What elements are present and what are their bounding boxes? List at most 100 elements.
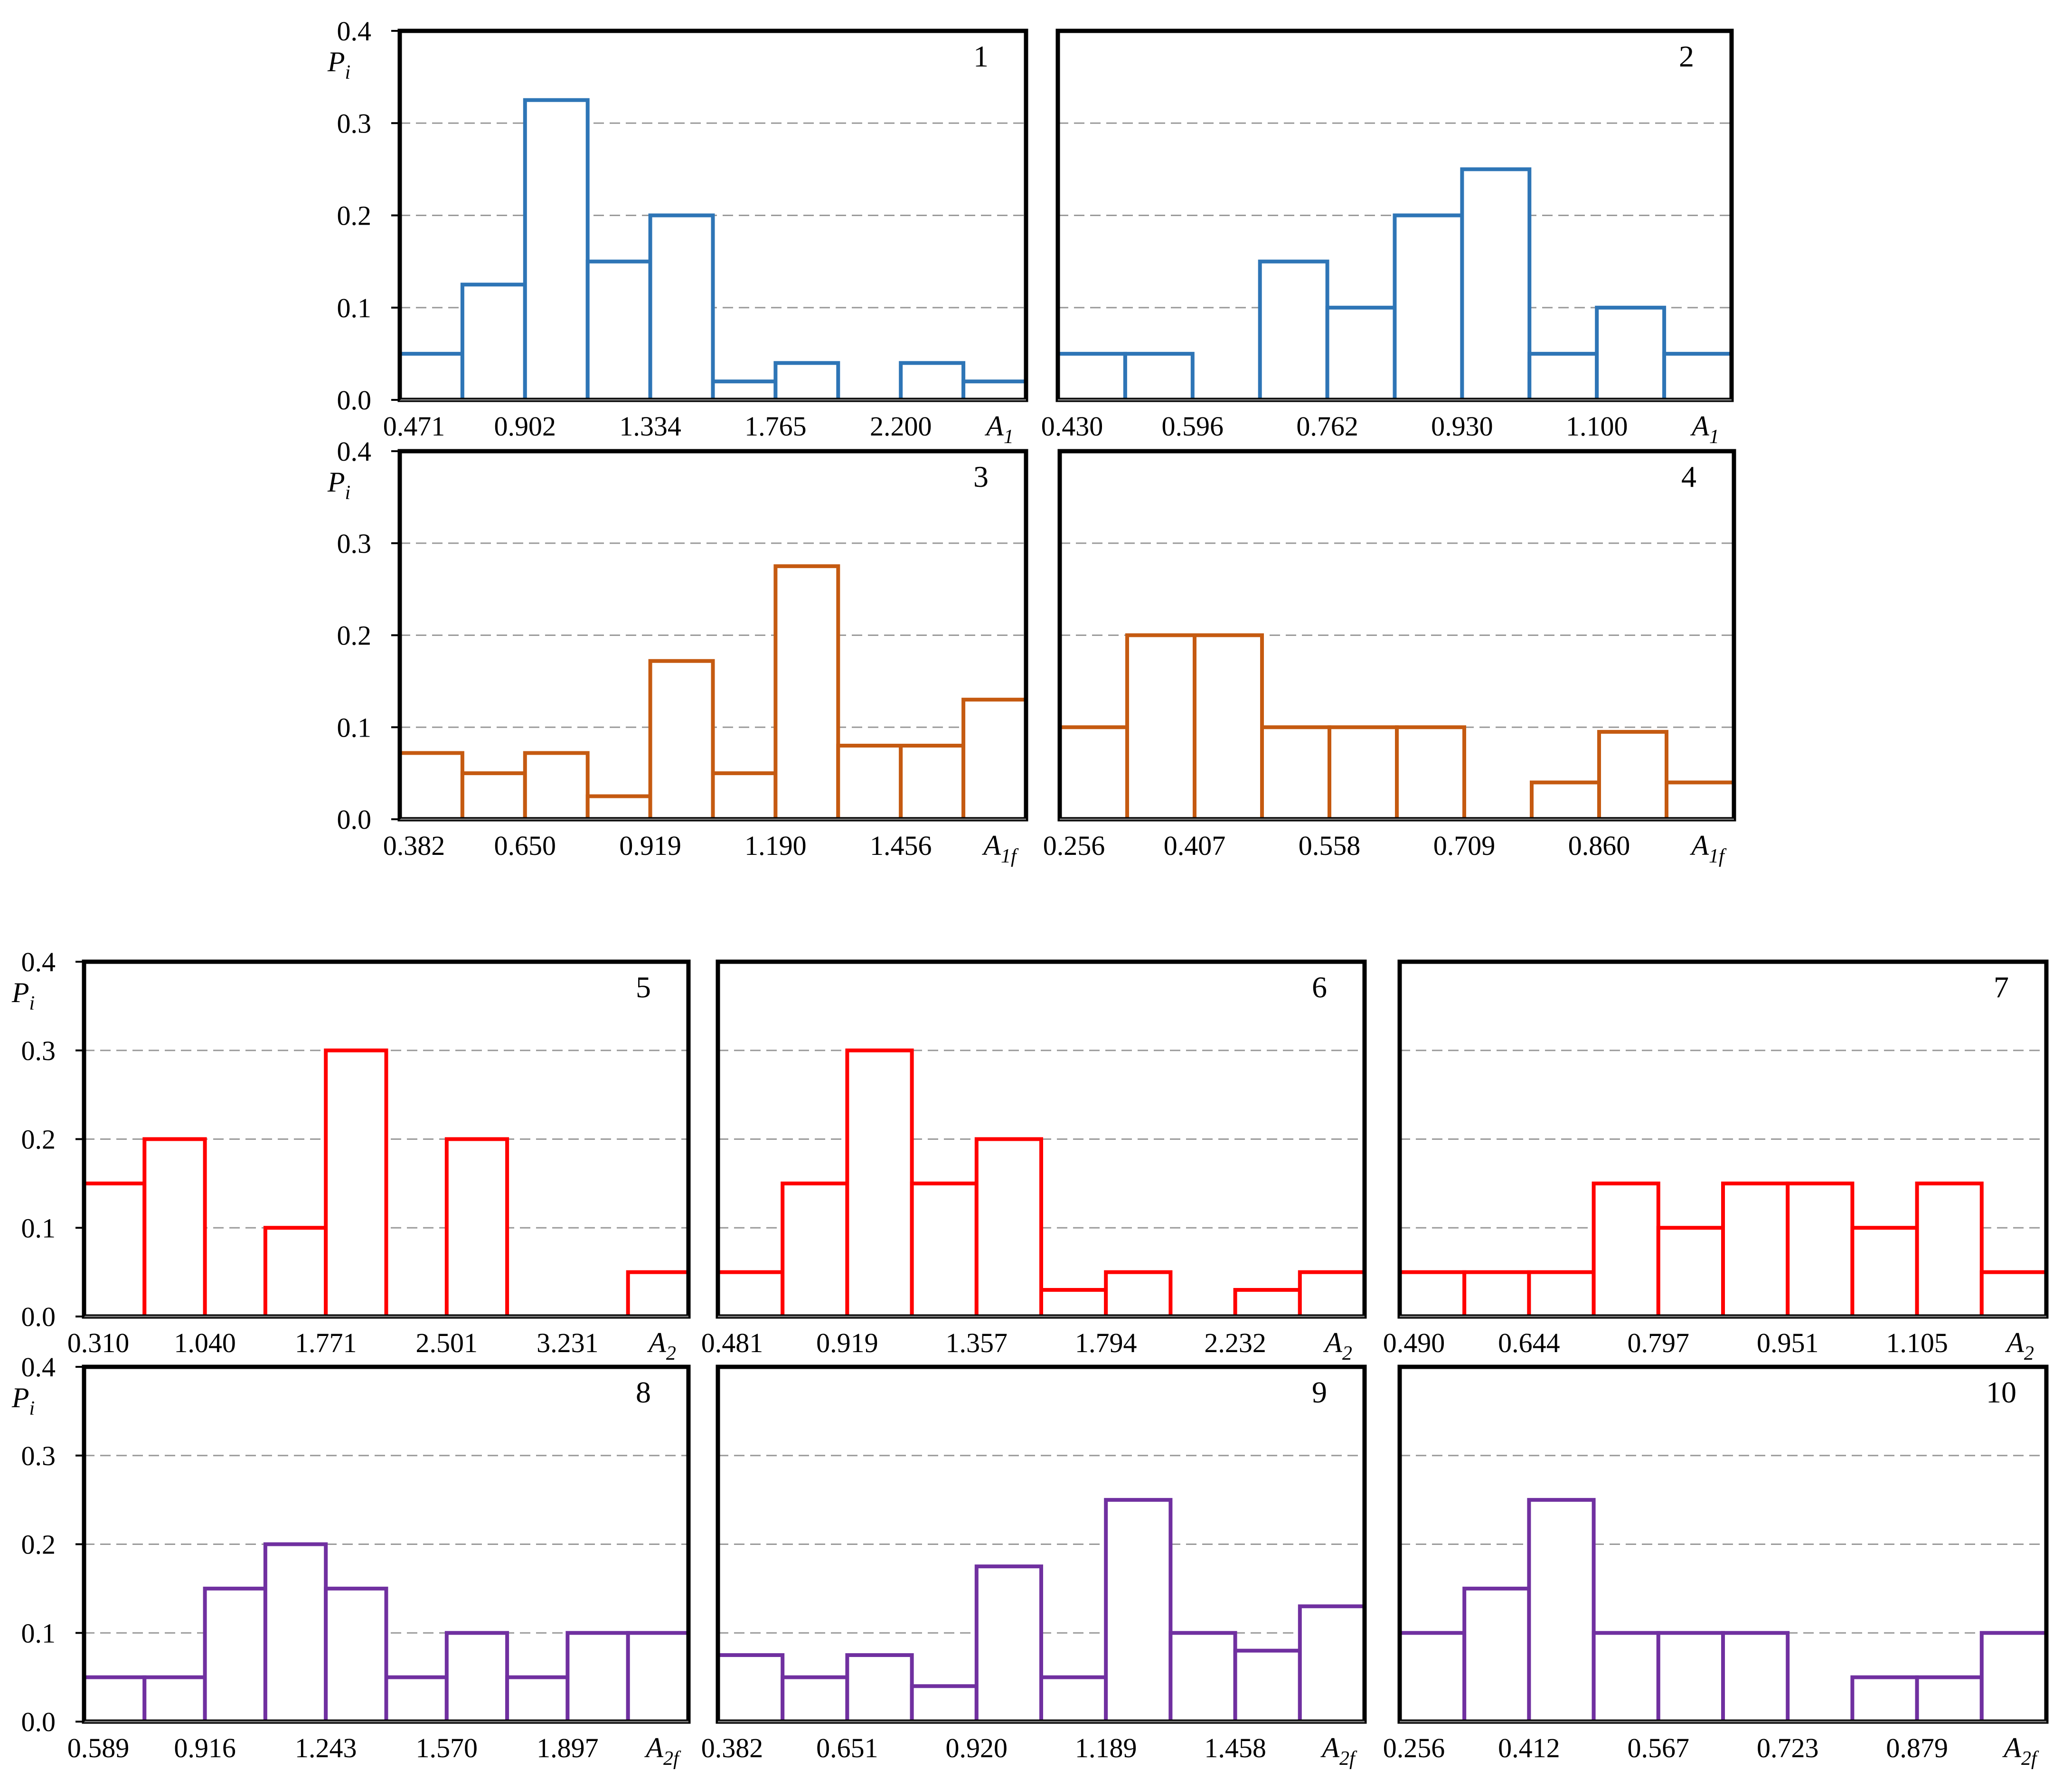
x-tick-label: 1.105	[1886, 1327, 1948, 1358]
histogram-bar	[1462, 1270, 1531, 1318]
histogram-bar	[1039, 1675, 1108, 1724]
x-tick-label: 0.589	[67, 1733, 130, 1763]
x-tick-label: 0.916	[174, 1733, 236, 1763]
histogram-bar	[1979, 1631, 2048, 1724]
histogram-bar	[1915, 1675, 1984, 1724]
x-axis-label: A2f	[644, 1732, 681, 1770]
x-axis-label: A1f	[981, 830, 1019, 867]
x-tick-label: 0.797	[1628, 1327, 1690, 1358]
histogram-bar	[1393, 213, 1464, 402]
histogram-bar	[1260, 725, 1331, 821]
x-tick-label: 0.762	[1296, 411, 1358, 442]
histogram-bar	[1721, 1631, 1790, 1724]
x-tick-label: 3.231	[537, 1327, 599, 1358]
histogram-bar	[1233, 1288, 1302, 1319]
histogram-bar	[82, 1181, 147, 1318]
histogram-bar	[974, 1564, 1044, 1724]
x-tick-label: 1.458	[1204, 1733, 1266, 1763]
x-tick-label: 1.334	[619, 411, 681, 442]
histogram-bar	[845, 1048, 914, 1318]
histogram-bar	[1104, 1498, 1173, 1724]
histogram-bar	[1104, 1270, 1173, 1318]
histogram-bar	[910, 1181, 979, 1318]
histogram-bar	[1850, 1226, 1919, 1318]
panel-number: 3	[973, 460, 989, 493]
chart-panel-10: 10 0.256 0.412 0.567 0.723 0.879 A2f	[1383, 1364, 2049, 1770]
histogram-bar	[1325, 305, 1397, 402]
x-tick-label: 2.200	[870, 411, 932, 442]
histogram-bar	[1786, 1181, 1855, 1318]
y-tick-label: 0.1	[21, 1618, 56, 1648]
histogram-bar	[1233, 1648, 1302, 1724]
y-tick-label: 0.0	[337, 385, 372, 416]
y-tick-label: 0.0	[21, 1706, 56, 1737]
x-tick-label: 0.644	[1498, 1327, 1560, 1358]
x-tick-label: 0.930	[1431, 411, 1493, 442]
histogram-bar	[1656, 1631, 1725, 1724]
x-tick-label: 0.490	[1383, 1327, 1445, 1358]
panel-number: 4	[1681, 460, 1696, 493]
x-axis-label: A1	[984, 410, 1014, 448]
x-tick-label: 0.723	[1757, 1733, 1819, 1763]
x-tick-label: 0.902	[494, 411, 556, 442]
histogram-bar	[1530, 780, 1601, 821]
histogram-bar	[773, 564, 840, 821]
x-tick-label: 0.567	[1628, 1733, 1690, 1763]
histogram-bar	[1298, 1270, 1367, 1318]
histogram-bar	[384, 1675, 449, 1724]
x-axis-label: A2	[1323, 1327, 1352, 1364]
histogram-bar	[1398, 1631, 1467, 1724]
histogram-bar	[82, 1675, 147, 1724]
x-tick-label: 0.650	[494, 830, 556, 861]
histogram-bar	[1395, 725, 1466, 821]
x-tick-label: 0.471	[383, 411, 445, 442]
chart-panel-8: 8 0.589 0.916 1.243 1.570 1.897 A2f 0.0 0.1 0.2 0.…	[11, 1352, 691, 1770]
chart-panel-7: 7 0.490 0.644 0.797 0.951 1.105 A2	[1383, 959, 2049, 1364]
x-tick-label: 1.794	[1075, 1327, 1137, 1358]
histogram-bar	[142, 1137, 207, 1318]
histogram-bar	[444, 1137, 509, 1318]
histogram-bar	[1123, 351, 1195, 402]
y-tick-label: 0.0	[337, 804, 372, 835]
x-tick-label: 1.897	[537, 1733, 599, 1763]
histogram-bar	[505, 1675, 570, 1724]
chart-panel-3: 3 0.382 0.650 0.919 1.190 1.456 A1f 0.0 0.1 0.2 0.…	[327, 436, 1028, 867]
y-axis-label: Pi	[11, 1382, 35, 1420]
histogram-bar	[1168, 1631, 1237, 1724]
y-tick-label: 0.1	[337, 293, 372, 323]
histogram-bar	[1665, 780, 1736, 821]
histogram-bar	[845, 1653, 914, 1724]
histogram-bar	[961, 698, 1028, 821]
histogram-bar	[716, 1270, 785, 1318]
x-tick-label: 1.765	[744, 411, 807, 442]
histogram-bar	[1527, 1498, 1596, 1724]
histogram-bar	[398, 351, 464, 402]
x-tick-label: 1.243	[295, 1733, 357, 1763]
histogram-bar	[961, 379, 1028, 402]
histogram-bar	[324, 1586, 388, 1724]
histogram-bar	[1721, 1181, 1790, 1318]
x-tick-label: 0.919	[816, 1327, 878, 1358]
histogram-bar	[1460, 167, 1532, 402]
histogram-bar	[773, 361, 840, 402]
histogram-bar	[1595, 305, 1667, 402]
histogram-bar	[263, 1226, 328, 1318]
x-tick-label: 0.651	[816, 1733, 878, 1763]
histogram-bar	[836, 744, 903, 821]
histogram-bar	[460, 283, 527, 402]
x-tick-label: 0.310	[67, 1327, 130, 1358]
chart-panel-1: 1 0.471 0.902 1.334 1.765 2.200 A1 0.0 0.1 0.2 0.3…	[327, 16, 1028, 448]
histogram-bar	[1656, 1226, 1725, 1318]
x-tick-label: 0.481	[701, 1327, 763, 1358]
x-tick-label: 1.190	[744, 830, 807, 861]
x-axis-label: A2	[2005, 1327, 2034, 1364]
y-axis-label: Pi	[11, 977, 35, 1014]
y-tick-label: 0.3	[21, 1035, 56, 1066]
x-tick-label: 1.570	[416, 1733, 478, 1763]
y-tick-label: 0.1	[21, 1212, 56, 1243]
histogram-bar	[716, 1653, 785, 1724]
panel-number: 9	[1312, 1375, 1327, 1409]
chart-panel-4: 4 0.256 0.407 0.558 0.709 0.860 A1f	[1043, 449, 1736, 867]
histogram-bar	[203, 1586, 267, 1724]
x-tick-label: 0.860	[1568, 830, 1630, 861]
